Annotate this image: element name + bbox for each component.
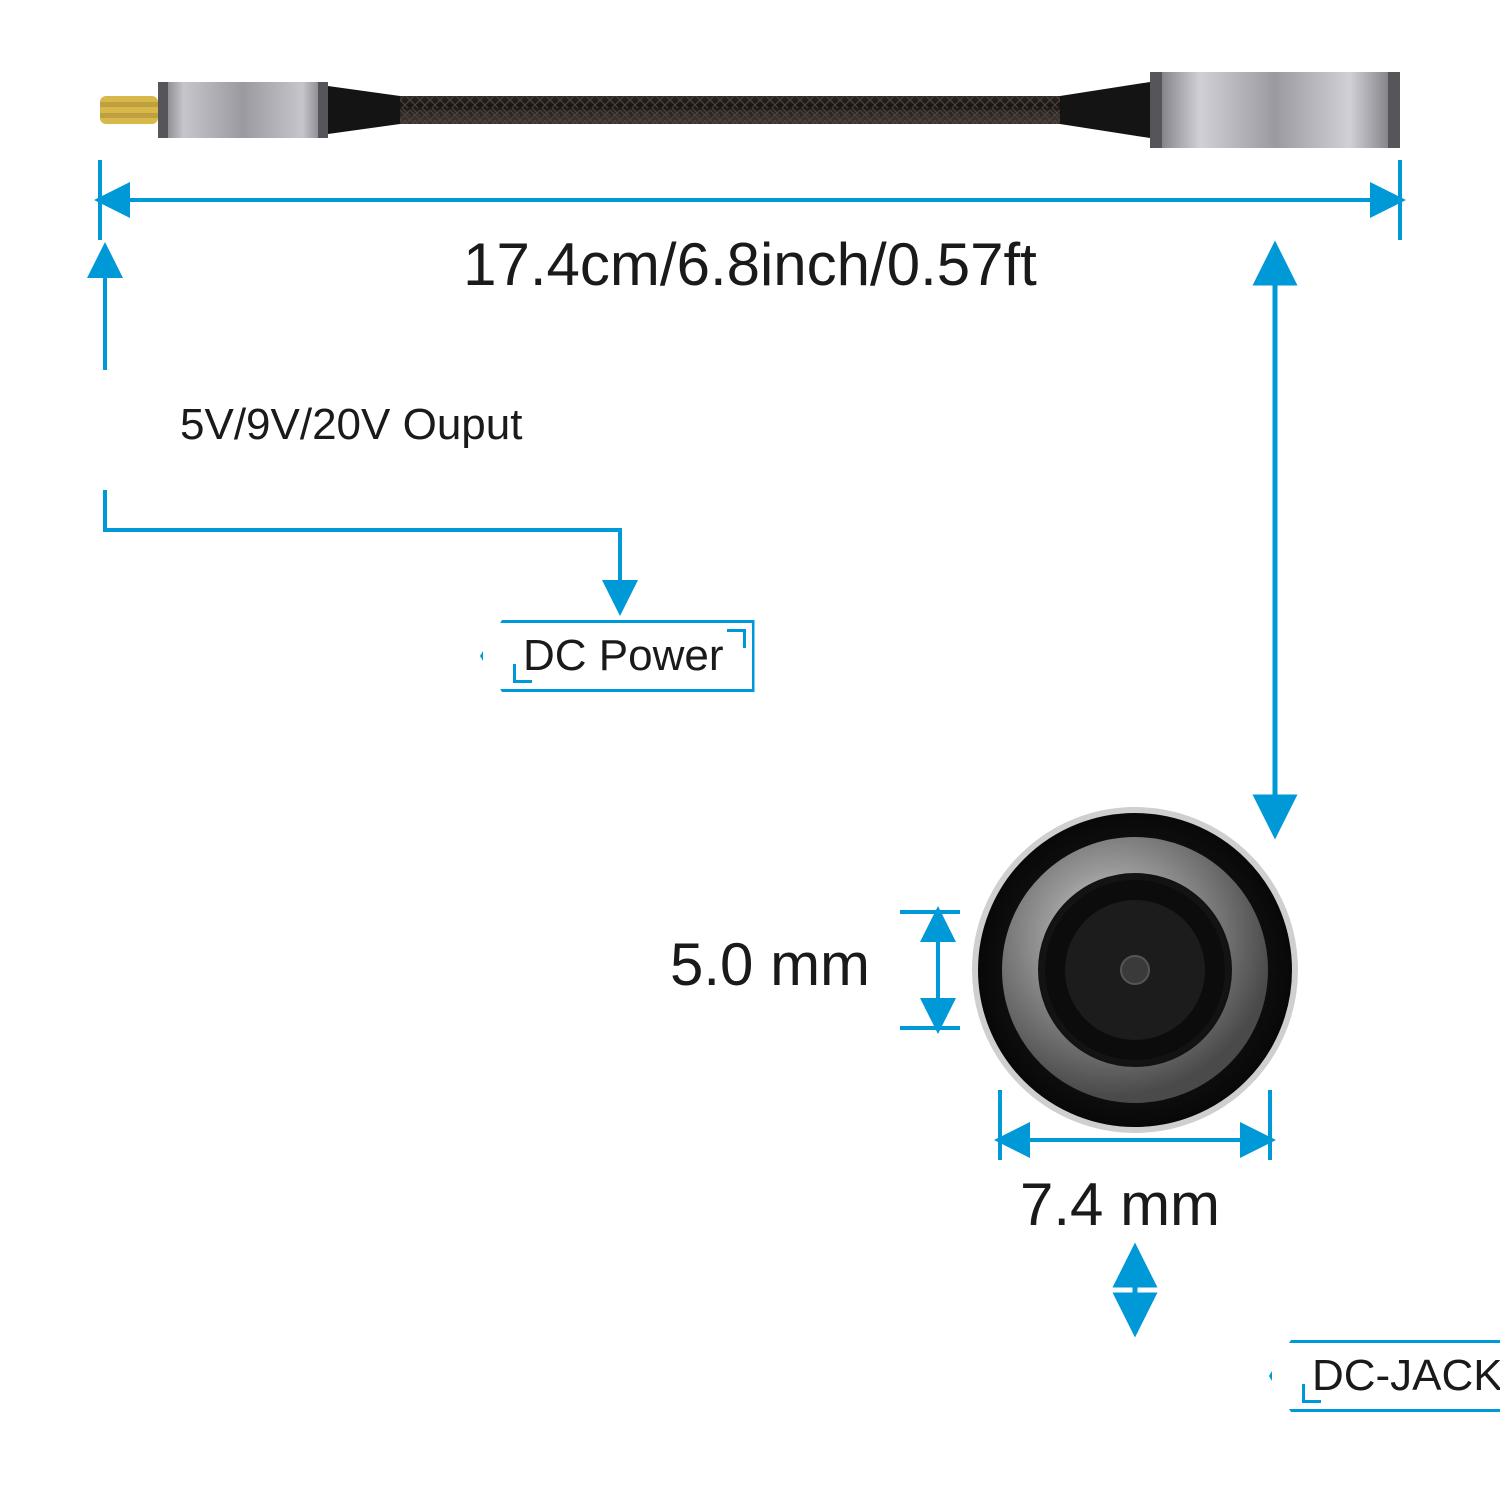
dc-jack-text: DC-JACK	[1312, 1351, 1500, 1400]
usbc-connector	[100, 82, 400, 138]
inner-dia-label: 5.0 mm	[670, 930, 870, 999]
outer-dia-label: 7.4 mm	[1020, 1170, 1220, 1239]
output-label: 5V/9V/20V Ouput	[180, 400, 522, 450]
dc-jack-face	[975, 810, 1295, 1130]
length-dimension	[100, 160, 1400, 240]
inner-dia-dimension	[900, 912, 960, 1028]
cable-braid	[400, 96, 1060, 124]
dc-power-text: DC Power	[523, 631, 724, 680]
dc-power-box: DC Power	[480, 620, 755, 692]
dc-jack-box: DC-JACK	[1269, 1340, 1500, 1412]
length-label: 17.4cm/6.8inch/0.57ft	[0, 230, 1500, 299]
barrel-connector	[1060, 72, 1400, 148]
diagram-svg	[0, 0, 1500, 1500]
